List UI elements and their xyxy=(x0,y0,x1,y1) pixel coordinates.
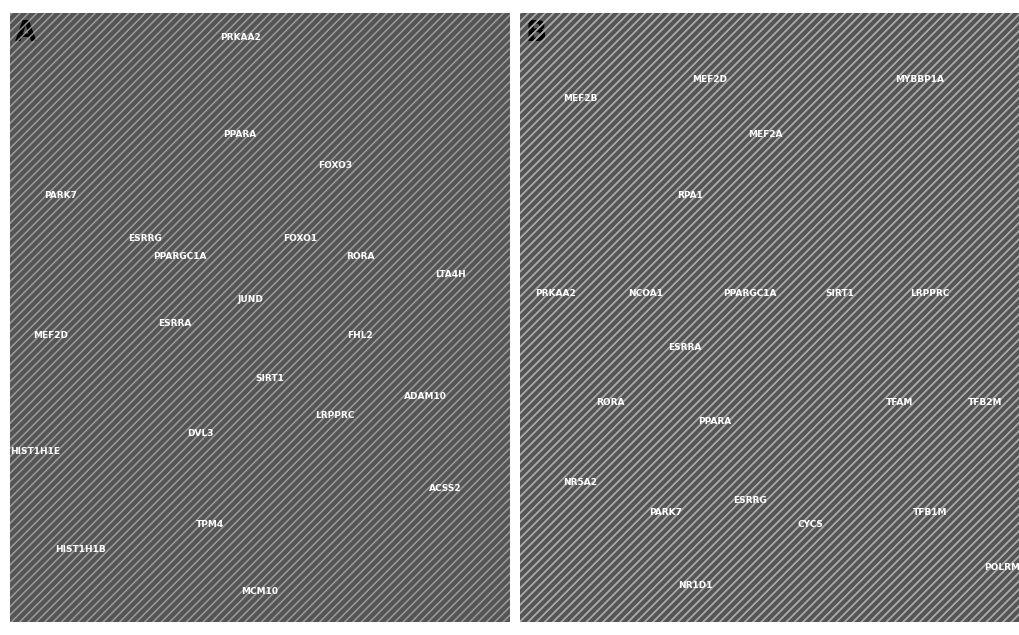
Circle shape xyxy=(100,0,1019,635)
Text: HIST1H1E: HIST1H1E xyxy=(10,447,60,456)
Text: B: B xyxy=(525,19,546,47)
Circle shape xyxy=(76,0,1019,635)
Text: DVL3: DVL3 xyxy=(186,429,213,438)
Circle shape xyxy=(217,3,1019,635)
Circle shape xyxy=(0,0,812,635)
Circle shape xyxy=(271,0,1019,635)
Text: PARK7: PARK7 xyxy=(44,191,76,200)
Circle shape xyxy=(0,0,805,635)
Circle shape xyxy=(40,0,1019,635)
Circle shape xyxy=(0,0,538,635)
Text: JUND: JUND xyxy=(237,295,263,304)
Text: ESRRA: ESRRA xyxy=(667,344,701,352)
Text: MCM10: MCM10 xyxy=(242,587,278,596)
Circle shape xyxy=(212,0,1019,635)
Text: RORA: RORA xyxy=(345,252,374,261)
Text: PRKAA2: PRKAA2 xyxy=(534,289,575,298)
Circle shape xyxy=(0,0,688,635)
Circle shape xyxy=(102,0,1019,635)
Text: PRKAA2: PRKAA2 xyxy=(219,32,260,41)
Text: FHL2: FHL2 xyxy=(346,331,373,340)
Circle shape xyxy=(0,0,741,635)
Text: POLRMT: POLRMT xyxy=(983,563,1019,572)
Text: SIRT1: SIRT1 xyxy=(824,289,854,298)
Text: NR1D1: NR1D1 xyxy=(678,581,711,590)
Circle shape xyxy=(0,0,717,620)
Circle shape xyxy=(0,0,623,635)
Text: LRPPRC: LRPPRC xyxy=(909,289,949,298)
Circle shape xyxy=(0,0,838,635)
Text: FOXO1: FOXO1 xyxy=(282,234,317,243)
Text: PPARGC1A: PPARGC1A xyxy=(153,252,207,261)
Text: MEF2A: MEF2A xyxy=(747,130,782,139)
Circle shape xyxy=(102,0,1019,635)
Circle shape xyxy=(0,0,865,635)
Text: HIST1H1B: HIST1H1B xyxy=(55,545,105,554)
Text: FOXO3: FOXO3 xyxy=(318,161,352,170)
Text: TPM4: TPM4 xyxy=(196,520,224,529)
Text: TFAM: TFAM xyxy=(886,398,913,407)
Text: ESRRG: ESRRG xyxy=(128,234,162,243)
Circle shape xyxy=(331,0,1019,635)
Text: A: A xyxy=(15,19,37,47)
Text: RPA1: RPA1 xyxy=(677,191,702,200)
Circle shape xyxy=(0,0,775,635)
Text: ACSS2: ACSS2 xyxy=(428,484,461,493)
Circle shape xyxy=(0,0,903,635)
Text: MEF2D: MEF2D xyxy=(33,331,67,340)
Text: PARK7: PARK7 xyxy=(648,508,681,517)
Circle shape xyxy=(441,0,1019,635)
Circle shape xyxy=(0,0,927,635)
Text: LRPPRC: LRPPRC xyxy=(315,411,355,420)
Circle shape xyxy=(167,0,1019,635)
Text: ESRRA: ESRRA xyxy=(158,319,192,328)
Text: TFB2M: TFB2M xyxy=(967,398,1002,407)
Text: ESRRG: ESRRG xyxy=(733,496,766,505)
Circle shape xyxy=(207,0,1019,635)
Circle shape xyxy=(0,0,815,635)
Circle shape xyxy=(0,8,738,635)
Text: NR5A2: NR5A2 xyxy=(562,478,596,486)
Text: SIRT1: SIRT1 xyxy=(256,374,284,383)
Circle shape xyxy=(451,0,1019,635)
Circle shape xyxy=(0,0,528,635)
Text: TFB1M: TFB1M xyxy=(912,508,947,517)
Circle shape xyxy=(451,0,1019,635)
Text: RORA: RORA xyxy=(595,398,624,407)
Text: MEF2D: MEF2D xyxy=(692,76,727,84)
Text: CYCS: CYCS xyxy=(797,520,822,529)
Text: NCOA1: NCOA1 xyxy=(627,289,662,298)
Text: PPARGC1A: PPARGC1A xyxy=(722,289,776,298)
Text: PPARA: PPARA xyxy=(698,417,731,425)
Circle shape xyxy=(0,0,925,635)
Text: ADAM10: ADAM10 xyxy=(404,392,446,401)
Text: PPARA: PPARA xyxy=(223,130,257,139)
Circle shape xyxy=(0,0,558,635)
Circle shape xyxy=(231,0,1019,635)
Circle shape xyxy=(205,0,1019,635)
Circle shape xyxy=(236,0,1019,635)
Circle shape xyxy=(131,0,1019,635)
Circle shape xyxy=(0,0,922,635)
Circle shape xyxy=(0,0,723,635)
Circle shape xyxy=(184,0,1019,635)
Circle shape xyxy=(286,0,1019,635)
Circle shape xyxy=(186,0,1019,635)
Circle shape xyxy=(0,0,812,635)
Text: MEF2B: MEF2B xyxy=(562,93,597,102)
Text: MYBBP1A: MYBBP1A xyxy=(895,76,944,84)
Text: LTA4H: LTA4H xyxy=(434,271,465,279)
